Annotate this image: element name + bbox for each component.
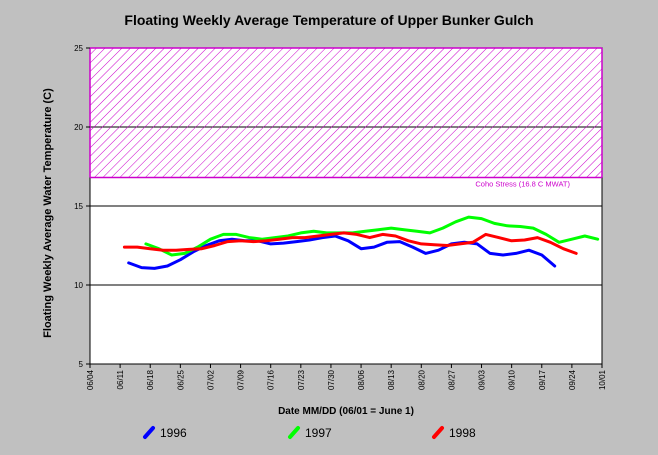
x-tick-label: 07/30 bbox=[327, 369, 336, 390]
x-tick-label: 07/16 bbox=[267, 369, 276, 390]
x-tick-label: 06/18 bbox=[146, 369, 155, 390]
x-tick-label: 07/23 bbox=[297, 369, 306, 390]
legend-label-1997: 1997 bbox=[305, 426, 332, 440]
legend-swatch-1996 bbox=[143, 426, 155, 439]
y-tick-label: 5 bbox=[79, 360, 84, 369]
x-tick-label: 06/11 bbox=[116, 369, 125, 389]
x-tick-label: 09/10 bbox=[508, 369, 517, 390]
series-line-1997 bbox=[144, 215, 600, 257]
x-tick-label: 07/02 bbox=[206, 369, 215, 390]
x-tick-label: 07/09 bbox=[237, 369, 246, 390]
coho-stress-band bbox=[90, 48, 602, 178]
x-tick-label: 09/03 bbox=[478, 369, 487, 390]
legend-swatch-1997 bbox=[288, 426, 300, 439]
y-tick-label: 10 bbox=[74, 281, 83, 290]
x-tick-label: 10/01 bbox=[598, 369, 607, 390]
y-tick-label: 20 bbox=[74, 123, 83, 132]
x-tick-label: 09/17 bbox=[538, 369, 547, 390]
x-tick-label: 08/20 bbox=[417, 369, 426, 390]
x-tick-label: 08/06 bbox=[357, 369, 366, 390]
x-tick-label: 06/04 bbox=[86, 369, 95, 390]
y-tick-label: 25 bbox=[74, 44, 83, 53]
y-tick-label: 15 bbox=[74, 202, 83, 211]
x-tick-label: 06/25 bbox=[176, 369, 185, 390]
series-line-1998 bbox=[122, 231, 578, 255]
chart-title: Floating Weekly Average Temperature of U… bbox=[124, 12, 534, 28]
legend-swatch-1998 bbox=[432, 426, 444, 439]
coho-stress-label: Coho Stress (16.8 C MWAT) bbox=[475, 180, 570, 189]
x-tick-label: 09/24 bbox=[568, 369, 577, 390]
legend-label-1996: 1996 bbox=[160, 426, 187, 440]
x-tick-label: 08/27 bbox=[447, 369, 456, 390]
x-axis-label: Date MM/DD (06/01 = June 1) bbox=[278, 406, 414, 417]
x-tick-label: 08/13 bbox=[387, 369, 396, 390]
legend-label-1998: 1998 bbox=[449, 426, 476, 440]
